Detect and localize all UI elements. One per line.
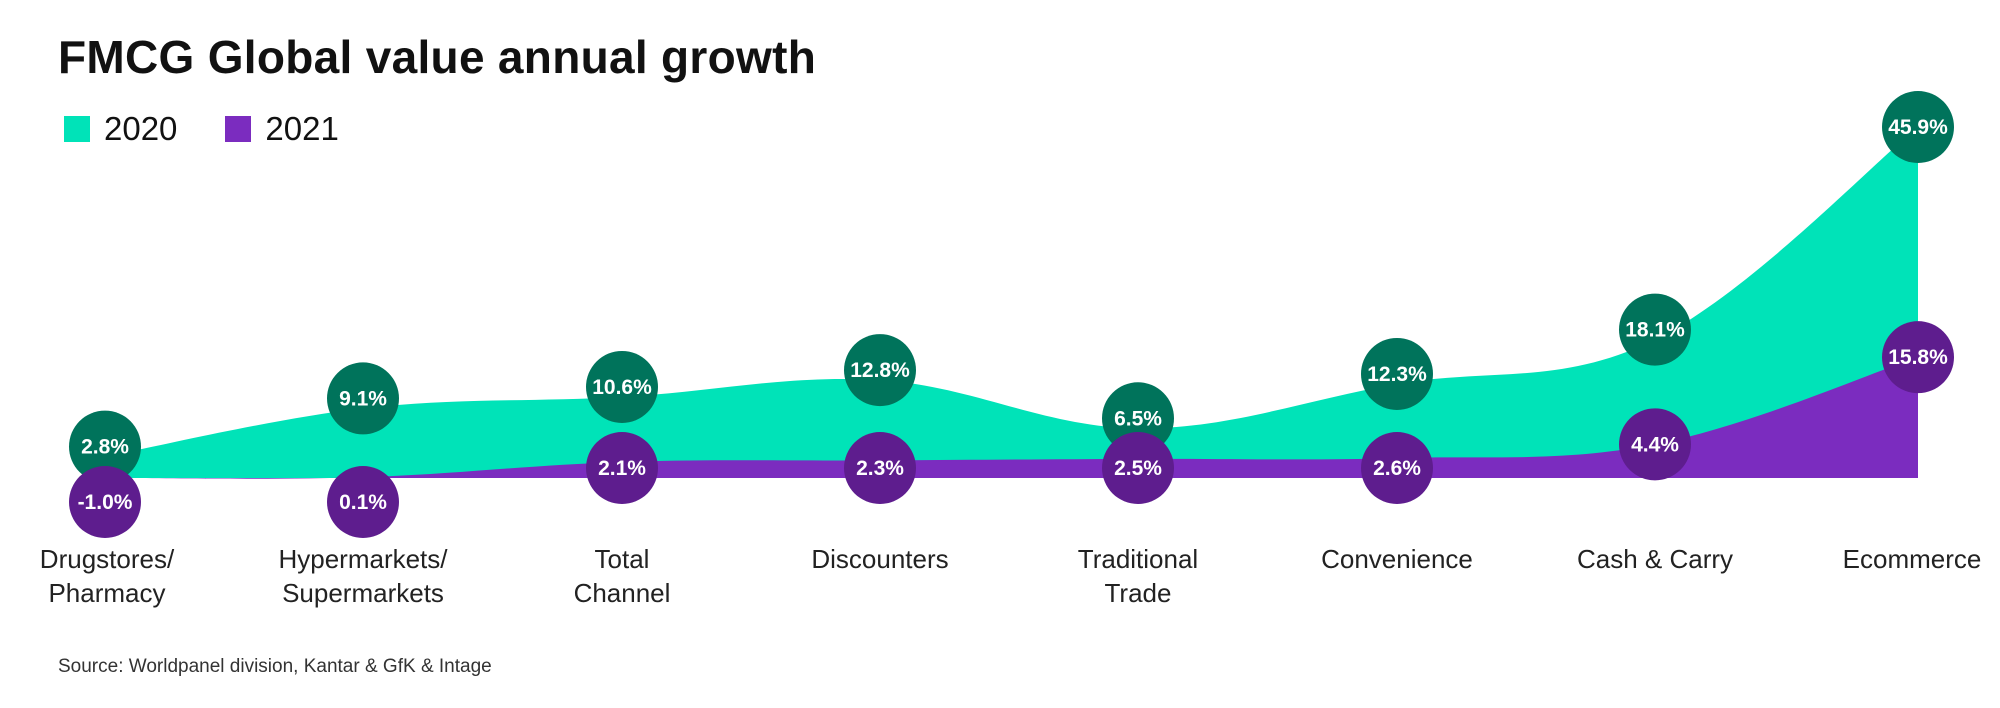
bubble-2021-3-circle xyxy=(844,432,916,504)
bubble-2020-4-circle xyxy=(1102,382,1174,455)
category-label-5-0: Convenience xyxy=(1321,544,1473,574)
bubble-2021-2: 2.1% xyxy=(586,432,658,504)
bubble-2021-6-label: 4.4% xyxy=(1631,433,1679,456)
bubble-2020-3-circle xyxy=(844,334,916,407)
bubble-2021-3-label: 2.3% xyxy=(856,457,904,480)
category-label-2-1: Channel xyxy=(574,578,671,608)
bubble-2021-4-label: 2.5% xyxy=(1114,457,1162,480)
bubble-2020-2-circle xyxy=(586,350,658,423)
bubble-2021-4: 2.5% xyxy=(1102,432,1174,504)
category-label-0-1: Pharmacy xyxy=(48,578,165,608)
category-label-0-0: Drugstores/ xyxy=(40,544,175,574)
bubble-2020-6-circle xyxy=(1619,293,1691,366)
bubble-2020-1: 9.1% xyxy=(327,362,399,435)
bubble-2021-6: 4.4% xyxy=(1619,408,1691,481)
bubble-2021-1-label: 0.1% xyxy=(339,491,387,514)
category-label-4-1: Trade xyxy=(1105,578,1172,608)
bubble-2020-0: 2.8% xyxy=(69,410,141,483)
bubble-2021-0: -1.0% xyxy=(69,466,141,538)
category-label-2-0: Total xyxy=(595,544,650,574)
category-label-6-0: Cash & Carry xyxy=(1577,544,1733,574)
bubble-2020-7: 45.9% xyxy=(1882,91,1954,163)
category-label-3-0: Discounters xyxy=(811,544,948,574)
bubble-2020-1-circle xyxy=(327,362,399,435)
legend-swatch-2021 xyxy=(225,116,252,142)
bubble-2021-0-label: -1.0% xyxy=(78,491,133,514)
bubble-2021-7: 15.8% xyxy=(1882,321,1954,394)
bubble-2020-4: 6.5% xyxy=(1102,382,1174,455)
bubble-2020-6: 18.1% xyxy=(1619,293,1691,366)
bubble-2020-4-label: 6.5% xyxy=(1114,407,1162,430)
bubble-2021-2-circle xyxy=(586,432,658,504)
legend-item-2021: 2021 xyxy=(225,110,339,148)
bubble-2021-5-label: 2.6% xyxy=(1373,457,1421,480)
bubble-2020-0-circle xyxy=(69,410,141,483)
source-note: Source: Worldpanel division, Kantar & Gf… xyxy=(58,656,492,677)
bubble-2021-7-circle xyxy=(1882,321,1954,394)
bubble-2021-5: 2.6% xyxy=(1361,432,1433,504)
legend-label-2021: 2021 xyxy=(265,110,339,147)
bubble-2020-7-label: 45.9% xyxy=(1888,116,1948,139)
category-label-1-0: Hypermarkets/ xyxy=(278,544,448,574)
bubble-2021-6-circle xyxy=(1619,408,1691,481)
bubble-2021-4-circle xyxy=(1102,432,1174,504)
bubble-2020-7-circle xyxy=(1882,91,1954,163)
category-label-1-1: Supermarkets xyxy=(282,578,444,608)
category-label-7-0: Ecommerce xyxy=(1843,544,1982,574)
bubble-2020-6-label: 18.1% xyxy=(1625,319,1685,342)
legend-swatch-2020 xyxy=(64,116,90,142)
legend-item-2020: 2020 xyxy=(64,110,177,148)
area-series-2020 xyxy=(105,127,1918,478)
bubble-2021-5-circle xyxy=(1361,432,1433,504)
legend: 2020 2021 xyxy=(64,110,339,148)
bubble-2020-2-label: 10.6% xyxy=(592,376,652,399)
bubble-2021-7-label: 15.8% xyxy=(1888,346,1948,369)
legend-label-2020: 2020 xyxy=(104,110,178,147)
bubble-2021-1-circle xyxy=(327,466,399,538)
bubble-2020-2: 10.6% xyxy=(586,350,658,423)
bubble-2020-5: 12.3% xyxy=(1361,337,1433,410)
bubble-2020-1-label: 9.1% xyxy=(339,387,387,410)
category-label-4-0: Traditional xyxy=(1078,544,1198,574)
bubble-2021-1: 0.1% xyxy=(327,466,399,538)
bubble-2020-5-circle xyxy=(1361,337,1433,410)
chart-title: FMCG Global value annual growth xyxy=(58,31,817,83)
bubble-2020-0-label: 2.8% xyxy=(81,436,129,459)
bubble-2021-0-circle xyxy=(69,466,141,538)
bubble-2021-3: 2.3% xyxy=(844,432,916,504)
area-series-2021 xyxy=(105,357,1918,479)
bubble-2020-3: 12.8% xyxy=(844,334,916,407)
bubble-2020-5-label: 12.3% xyxy=(1367,363,1427,386)
bubble-2020-3-label: 12.8% xyxy=(850,359,910,382)
bubble-2021-2-label: 2.1% xyxy=(598,457,646,480)
